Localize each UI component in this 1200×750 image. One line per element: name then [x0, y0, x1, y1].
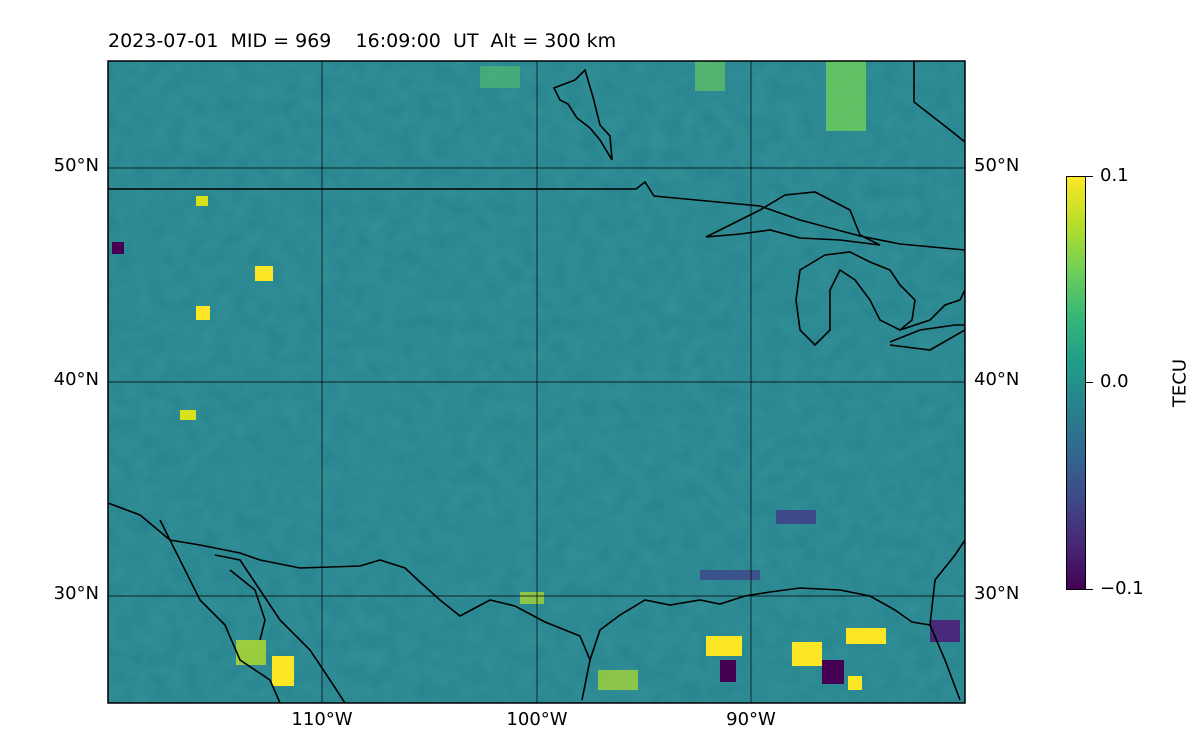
colorbar — [1066, 176, 1086, 590]
gridlines — [108, 61, 965, 703]
colorbar-tick-top — [1086, 176, 1093, 177]
colorbar-label-min: −0.1 — [1100, 578, 1144, 599]
colorbar-title: TECU — [1169, 358, 1191, 408]
lat-label-30n-right: 30°N — [974, 583, 1020, 604]
tec-anomaly-patches — [112, 61, 960, 690]
coastlines — [108, 61, 965, 703]
colorbar-label-max: 0.1 — [1100, 165, 1129, 186]
lat-label-40n-left: 40°N — [53, 369, 99, 390]
lon-label-110w: 110°W — [291, 709, 353, 730]
colorbar-label-zero: 0.0 — [1100, 371, 1129, 392]
lon-label-100w: 100°W — [506, 709, 568, 730]
lat-label-30n-left: 30°N — [53, 583, 99, 604]
colorbar-tick-bottom — [1086, 589, 1093, 590]
lat-label-40n-right: 40°N — [974, 369, 1020, 390]
colorbar-tick-mid — [1086, 382, 1093, 383]
lon-label-90w: 90°W — [726, 709, 776, 730]
lat-label-50n-left: 50°N — [53, 155, 99, 176]
lat-label-50n-right: 50°N — [974, 155, 1020, 176]
map-title: 2023-07-01 MID = 969 16:09:00 UT Alt = 3… — [108, 30, 617, 52]
map-frame — [107, 60, 966, 704]
